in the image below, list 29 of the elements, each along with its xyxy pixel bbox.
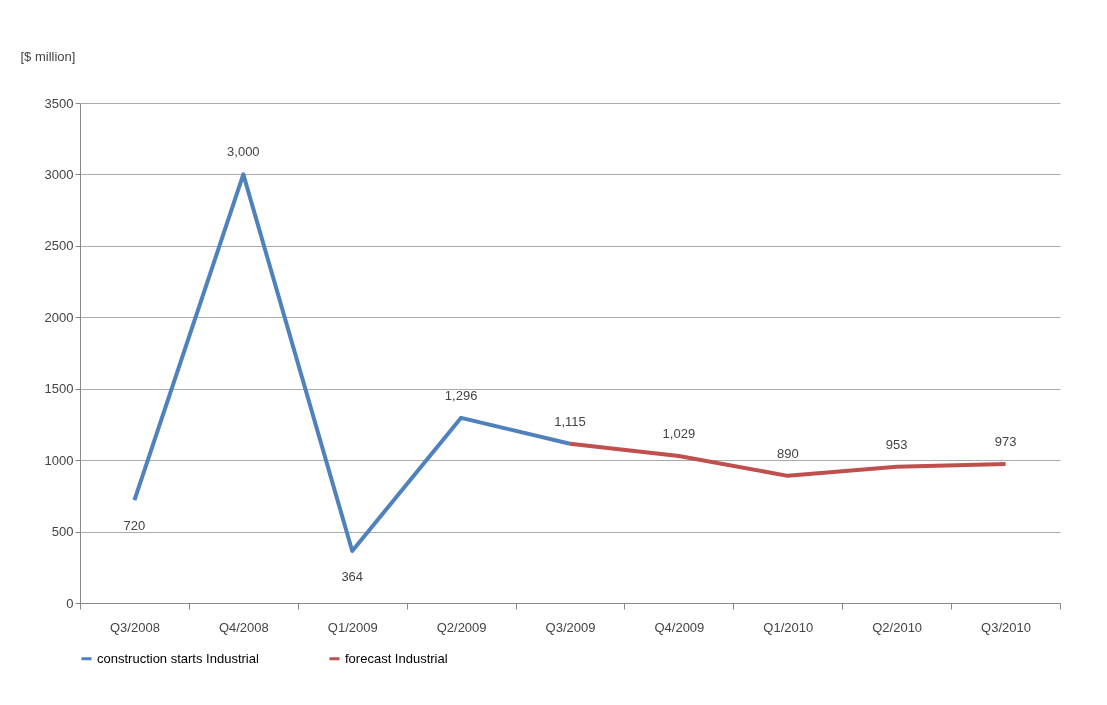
x-tick-label: Q1/2010 bbox=[763, 619, 814, 635]
x-tick-label: Q3/2009 bbox=[545, 619, 596, 635]
y-tick-label: 1000 bbox=[44, 452, 74, 468]
data-label: 1,029 bbox=[662, 426, 696, 441]
legend-label: forecast Industrial bbox=[345, 650, 448, 666]
data-label: 1,296 bbox=[444, 387, 478, 403]
y-axis-title: [$ million] bbox=[20, 48, 76, 64]
x-tick-label: Q3/2010 bbox=[981, 619, 1031, 635]
data-label: 973 bbox=[994, 434, 1017, 449]
legend-label: construction starts Industrial bbox=[97, 650, 259, 666]
x-tick-label: Q3/2008 bbox=[110, 619, 160, 635]
y-tick-label: 3000 bbox=[44, 166, 74, 182]
data-label: 953 bbox=[885, 436, 908, 452]
x-tick-label: Q2/2009 bbox=[436, 619, 487, 635]
y-tick-label: 0 bbox=[66, 595, 74, 611]
data-label: 890 bbox=[776, 445, 799, 461]
y-tick-label: 3500 bbox=[44, 95, 74, 111]
x-tick-label: Q4/2009 bbox=[654, 619, 705, 635]
data-label: 3,000 bbox=[227, 144, 260, 160]
x-tick-label: Q4/2008 bbox=[218, 619, 269, 635]
y-tick-label: 2500 bbox=[44, 238, 74, 254]
data-label: 720 bbox=[123, 518, 146, 534]
x-tick-label: Q2/2010 bbox=[872, 619, 923, 635]
y-tick-label: 2000 bbox=[44, 309, 74, 325]
x-tick-label: Q1/2009 bbox=[327, 619, 378, 635]
data-label: 364 bbox=[341, 569, 364, 584]
y-tick-label: 1500 bbox=[44, 381, 74, 397]
data-label: 1,115 bbox=[554, 413, 586, 429]
y-tick-label: 500 bbox=[51, 524, 74, 540]
